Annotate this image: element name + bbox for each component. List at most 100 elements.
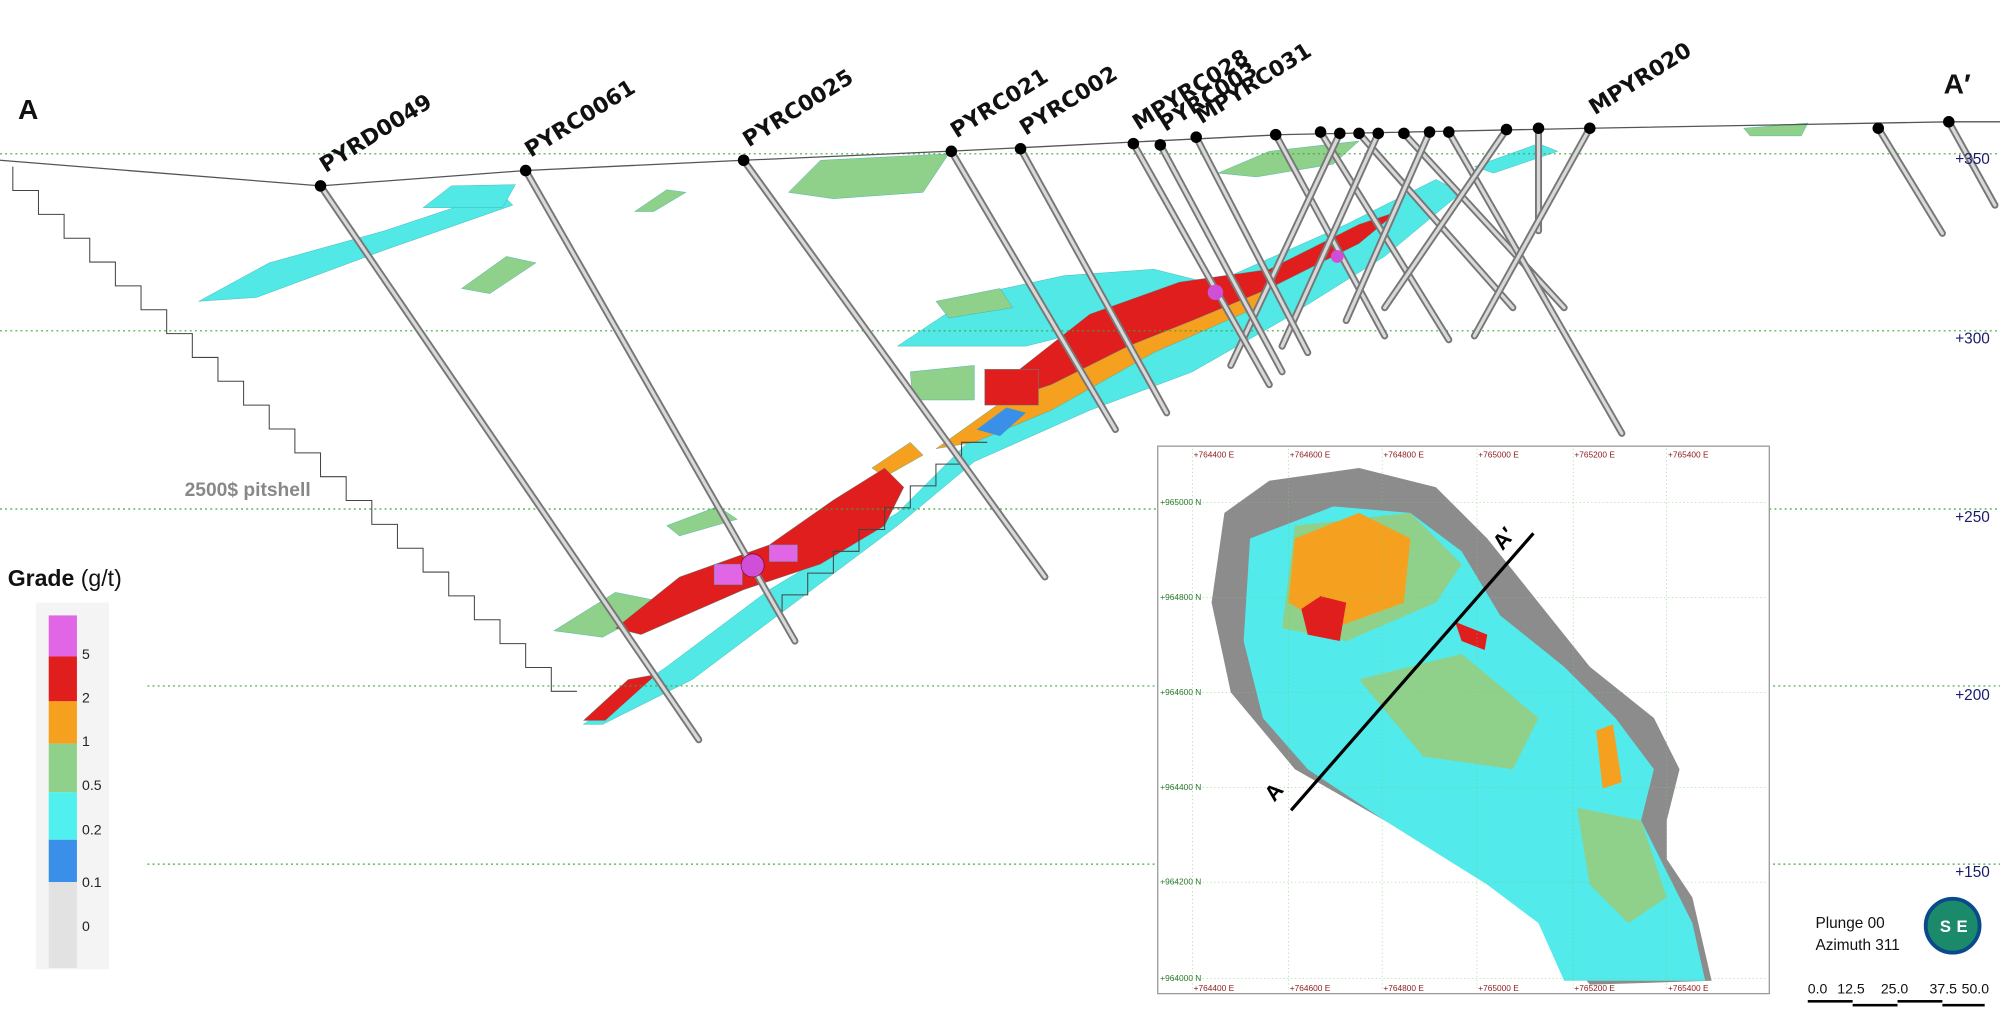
drillhole-collar: [1014, 142, 1027, 155]
drillhole-collar: [1443, 126, 1455, 138]
legend-unit: (g/t): [81, 565, 122, 591]
inset-easting: +764400 E: [1194, 983, 1235, 993]
legend-swatch: [48, 792, 77, 840]
drillhole-core: [1344, 130, 1432, 323]
shell-trace-grade: [976, 407, 1027, 437]
legend-swatch: [48, 615, 77, 657]
drillhole-collar: [1872, 122, 1885, 134]
legend-label: 0.5: [82, 777, 102, 793]
drillhole-core: [1447, 130, 1624, 435]
logo-letter: E: [1956, 917, 1967, 936]
shell-mid-grade: [935, 288, 1014, 319]
drillhole-label: PYRC0025: [739, 65, 858, 153]
drillhole-collar: [1334, 127, 1346, 140]
shell-low-grade: [422, 184, 516, 208]
shell-mid-grade: [461, 256, 537, 294]
scale-bar: 0.0 12.5 25.0 37.5 50.0: [1807, 981, 1990, 1007]
drillhole-core: [1876, 126, 1944, 235]
drillhole-core: [1383, 127, 1509, 310]
inset-northing: +964600 N: [1160, 687, 1201, 697]
inset-easting: +765000 E: [1478, 450, 1519, 460]
legend-swatch: [48, 839, 77, 883]
drillhole-core: [1131, 141, 1271, 387]
drillhole-collar: [1398, 127, 1410, 140]
elevation-label: +250: [1955, 509, 1990, 526]
shell-mid-grade: [788, 153, 950, 199]
pitshell-label: 2500$ pitshell: [185, 480, 311, 501]
scale-segment: [1852, 1003, 1898, 1007]
elevation-label: +200: [1955, 687, 1990, 704]
inset-easting: +765400 E: [1668, 983, 1709, 993]
legend-label: 0.1: [82, 874, 102, 890]
scale-label: 50.0: [1962, 981, 1990, 997]
drillhole-collar: [519, 164, 532, 177]
legend-title-text: Grade: [8, 565, 75, 591]
drillhole-label: PYRD0049: [316, 90, 437, 179]
drillhole-core: [1402, 131, 1566, 310]
topography: [0, 121, 2000, 187]
drillhole-collar: [1943, 116, 1955, 128]
drillhole-core: [949, 149, 1118, 432]
drillhole-core: [1018, 147, 1169, 415]
shell-max-grade: [769, 544, 798, 562]
legend-label: 0: [82, 918, 90, 934]
drillhole-label: PYRC0061: [521, 75, 640, 163]
inset-section-line: [1289, 532, 1535, 812]
elevation-label: +300: [1955, 331, 1990, 348]
drillhole-core: [1280, 131, 1380, 348]
shell-top-grade: [984, 369, 1039, 406]
shell-low-grade: [198, 192, 514, 302]
pitshell: [12, 166, 577, 692]
drillhole-core: [1229, 131, 1342, 368]
legend-swatch: [48, 743, 77, 793]
sample-sphere: [740, 553, 765, 578]
inset-easting: +764600 E: [1290, 450, 1331, 460]
shell-top-grade: [999, 211, 1398, 398]
drillhole-collar: [1127, 137, 1140, 150]
inset-northing: +964200 N: [1160, 877, 1201, 887]
shell-top-grade: [614, 467, 905, 635]
scale-segment: [1807, 1000, 1853, 1003]
inset-top-grade: [1301, 596, 1347, 642]
scale-label: 12.5: [1837, 981, 1865, 997]
plunge: Plunge 00: [1815, 915, 1884, 932]
drillhole-collar: [737, 154, 750, 167]
drillhole-collar: [1314, 126, 1327, 138]
inset-northing: +964400 N: [1160, 782, 1201, 792]
drillhole-collar: [1500, 123, 1513, 136]
legend: 5 2 1 0.5 0.2 0.1 0: [48, 615, 102, 968]
inset-easting: +764600 E: [1290, 983, 1331, 993]
drillhole-collar: [314, 180, 327, 192]
legend-label: 5: [82, 646, 90, 662]
section-start-label: A: [18, 93, 38, 125]
inset-northing: +965000 N: [1160, 497, 1201, 507]
drillhole-core: [742, 158, 1047, 579]
drillhole-collar: [1190, 131, 1202, 143]
shell-max-grade: [713, 563, 743, 585]
inset-easting: +765400 E: [1668, 450, 1709, 460]
inset-northing: +964000 N: [1160, 973, 1201, 983]
scale-segment: [1942, 1003, 1985, 1007]
sample-sphere: [1207, 284, 1224, 301]
drillhole-collar: [945, 145, 958, 158]
inset-high-grade: [1596, 724, 1622, 789]
inset-northing: +964800 N: [1160, 592, 1201, 602]
elevation-labels: +350 +300 +250 +200 +150: [1955, 151, 1990, 881]
grade-shells: [198, 122, 1809, 725]
inset-easting: +764800 E: [1383, 450, 1424, 460]
drillhole-collar: [1353, 127, 1365, 140]
section-end-label: A′: [1944, 68, 1971, 100]
drillhole-label: MPYR020: [1585, 38, 1696, 120]
inset-map: +764400 E +764400 E +764600 E +764600 E +764…: [1157, 445, 1770, 995]
inset-grid: +764400 E +764400 E +764600 E +764600 E +764…: [1160, 448, 1767, 993]
scale-label: 0.0: [1808, 981, 1828, 997]
elevation-label: +150: [1955, 864, 1990, 881]
legend-swatch: [48, 882, 77, 968]
elevation-label: +350: [1955, 151, 1990, 168]
inset-easting: +765200 E: [1574, 450, 1615, 460]
legend-swatch: [48, 701, 77, 744]
drillhole-core: [1357, 131, 1515, 310]
drillhole-core: [1158, 143, 1284, 374]
